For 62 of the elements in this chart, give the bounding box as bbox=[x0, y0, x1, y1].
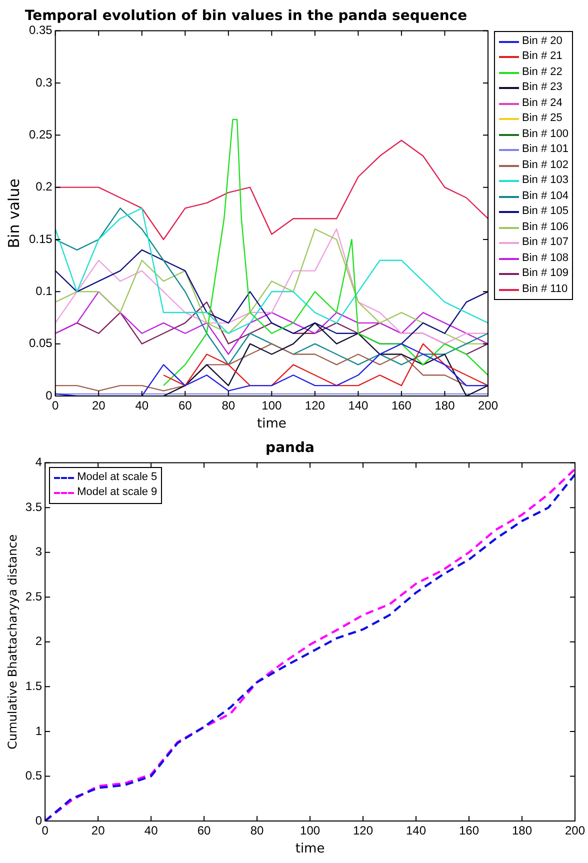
legend-label: Model at scale 9 bbox=[77, 485, 158, 500]
x-tick-label: 20 bbox=[92, 398, 106, 413]
x-tick-label: 80 bbox=[222, 398, 236, 413]
y-tick-label: 0.05 bbox=[28, 336, 53, 350]
y-tick-label: 3 bbox=[35, 544, 42, 559]
y-tick-label: 2.5 bbox=[25, 589, 42, 604]
x-tick-label: 40 bbox=[135, 398, 149, 413]
legend-label: Bin # 23 bbox=[522, 80, 562, 96]
y-tick-label: 1.5 bbox=[25, 678, 42, 693]
x-tick-label: 60 bbox=[197, 824, 212, 838]
y-tick-label: 0.5 bbox=[25, 768, 42, 783]
y-tick-label: 3.5 bbox=[25, 500, 42, 514]
y-tick-label: 0.25 bbox=[28, 127, 53, 142]
legend-label: Bin # 20 bbox=[522, 34, 562, 49]
x-tick-label: 180 bbox=[434, 398, 456, 413]
x-tick-label: 160 bbox=[458, 824, 480, 838]
x-tick-label: 20 bbox=[91, 824, 106, 838]
y-axis-title: Cumulative Bhattacharyya distance bbox=[5, 534, 20, 750]
y-axis-title: Bin value bbox=[4, 178, 23, 248]
y-tick-label: 0.35 bbox=[28, 23, 53, 38]
x-tick-label: 200 bbox=[478, 398, 498, 413]
chart-title: panda bbox=[266, 440, 314, 456]
legend-label: Bin # 101 bbox=[522, 142, 568, 158]
legend-label: Bin # 22 bbox=[522, 64, 562, 80]
legend-label: Bin # 104 bbox=[522, 188, 568, 204]
x-tick-label: 160 bbox=[391, 398, 412, 413]
y-tick-label: 0 bbox=[35, 813, 42, 828]
y-tick-label: 4 bbox=[35, 455, 42, 470]
legend-label: Bin # 100 bbox=[522, 126, 568, 142]
legend-label: Bin # 106 bbox=[522, 220, 568, 235]
legend-label: Bin # 21 bbox=[522, 49, 562, 64]
legend-label: Bin # 102 bbox=[522, 158, 568, 173]
x-tick-label: 120 bbox=[304, 398, 326, 413]
x-axis-title: time bbox=[295, 842, 325, 857]
x-tick-label: 180 bbox=[512, 824, 532, 838]
x-tick-label: 200 bbox=[564, 824, 586, 838]
legend-label: Bin # 110 bbox=[522, 282, 568, 297]
x-axis-title: time bbox=[256, 416, 286, 432]
legend-label: Bin # 108 bbox=[522, 250, 568, 266]
x-tick-label: 40 bbox=[144, 824, 158, 838]
legend-label: Model at scale 5 bbox=[77, 470, 158, 485]
y-tick-label: 0.2 bbox=[36, 180, 53, 194]
y-tick-label: 0 bbox=[46, 388, 53, 402]
chart-title: Temporal evolution of bin values in the panda sequence bbox=[24, 8, 468, 24]
legend-label: Bin # 103 bbox=[522, 173, 568, 188]
y-tick-label: 1 bbox=[35, 724, 42, 738]
x-tick-label: 120 bbox=[353, 824, 374, 838]
legend-label: Bin # 109 bbox=[522, 266, 568, 282]
legend-label: Bin # 105 bbox=[522, 204, 568, 220]
y-tick-label: 0.1 bbox=[36, 284, 53, 298]
y-tick-label: 2 bbox=[35, 634, 42, 648]
legend-label: Bin # 25 bbox=[522, 111, 562, 126]
x-tick-label: 140 bbox=[406, 824, 426, 838]
x-tick-label: 140 bbox=[348, 398, 369, 413]
legend-label: Bin # 107 bbox=[522, 235, 568, 250]
x-tick-label: 60 bbox=[178, 398, 192, 413]
x-tick-label: 100 bbox=[300, 824, 320, 838]
legend-label: Bin # 24 bbox=[522, 96, 562, 111]
x-tick-label: 100 bbox=[262, 398, 282, 413]
y-tick-label: 0.15 bbox=[28, 232, 53, 246]
y-tick-label: 0.3 bbox=[36, 75, 53, 90]
x-tick-label: 80 bbox=[250, 824, 264, 838]
